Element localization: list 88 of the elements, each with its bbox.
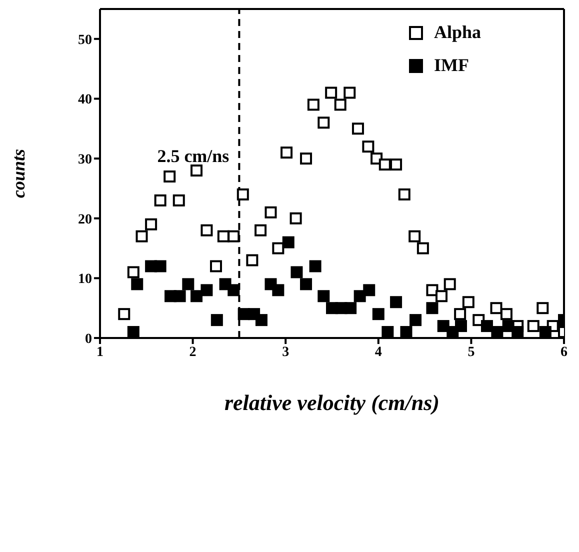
point <box>512 326 524 338</box>
point <box>145 218 158 230</box>
point <box>454 320 467 332</box>
point <box>190 290 203 302</box>
point <box>154 194 166 206</box>
point <box>325 86 338 99</box>
point <box>400 326 412 338</box>
point <box>228 284 240 296</box>
point <box>164 170 176 182</box>
point <box>127 326 140 338</box>
point <box>362 140 374 153</box>
x-tick-label: 1 <box>96 344 104 360</box>
point <box>378 158 391 171</box>
point <box>174 290 186 302</box>
point <box>437 320 450 332</box>
point <box>182 278 194 290</box>
y-tick-label: 40 <box>78 92 92 108</box>
point <box>502 320 514 332</box>
x-tick-label: 5 <box>468 344 475 360</box>
point <box>200 224 213 236</box>
point <box>280 146 293 159</box>
point <box>390 296 402 308</box>
point <box>200 284 213 296</box>
y-tick-label: 50 <box>78 32 92 48</box>
point <box>454 308 466 320</box>
point <box>154 260 166 272</box>
point <box>352 122 364 135</box>
point <box>444 278 456 290</box>
point <box>426 284 438 296</box>
point <box>500 308 512 320</box>
point <box>272 284 284 296</box>
point <box>318 290 330 302</box>
x-tick-label: 4 <box>374 344 382 360</box>
point <box>282 236 294 248</box>
point <box>290 212 302 224</box>
point <box>210 260 222 272</box>
point <box>290 266 303 278</box>
y-tick-label: 30 <box>78 152 92 168</box>
point <box>363 284 376 296</box>
point <box>309 260 322 272</box>
point <box>172 194 185 206</box>
point <box>372 308 384 320</box>
point <box>228 230 240 242</box>
x-tick-label: 3 <box>282 344 290 360</box>
x-tick-label: 2 <box>189 344 196 360</box>
point <box>416 242 429 254</box>
point <box>408 230 421 242</box>
point <box>436 290 448 302</box>
point <box>344 86 356 99</box>
point <box>236 188 249 200</box>
point <box>127 266 140 278</box>
point <box>118 308 130 320</box>
point <box>354 290 366 302</box>
point <box>527 320 540 332</box>
point <box>382 326 394 338</box>
point <box>490 302 502 314</box>
ref-line-label: 2.5 cm/ns <box>157 146 230 166</box>
point <box>480 320 493 332</box>
point <box>254 224 267 236</box>
point <box>462 296 474 308</box>
x-axis-title: relative velocity (cm/ns) <box>224 390 440 415</box>
point <box>255 314 268 326</box>
point <box>390 158 402 171</box>
y-axis-title: counts <box>8 148 28 198</box>
point <box>334 98 346 111</box>
y-tick-label: 0 <box>85 332 92 347</box>
point <box>398 188 410 200</box>
y-tick-label: 20 <box>78 212 92 228</box>
point <box>210 314 223 326</box>
legend-label: Alpha <box>434 22 481 43</box>
legend-label: IMF <box>434 55 469 76</box>
x-tick-label: 6 <box>560 344 568 360</box>
point <box>536 302 549 314</box>
point <box>410 314 422 326</box>
point <box>264 206 277 218</box>
point <box>300 278 312 290</box>
point <box>318 116 330 129</box>
point <box>131 278 144 290</box>
point <box>300 152 312 165</box>
point <box>344 302 357 314</box>
point <box>190 164 203 177</box>
point <box>307 98 320 111</box>
point <box>272 242 284 254</box>
point <box>246 254 258 266</box>
point <box>539 326 552 338</box>
point <box>136 230 148 242</box>
y-tick-label: 10 <box>78 272 92 288</box>
point <box>426 302 438 314</box>
